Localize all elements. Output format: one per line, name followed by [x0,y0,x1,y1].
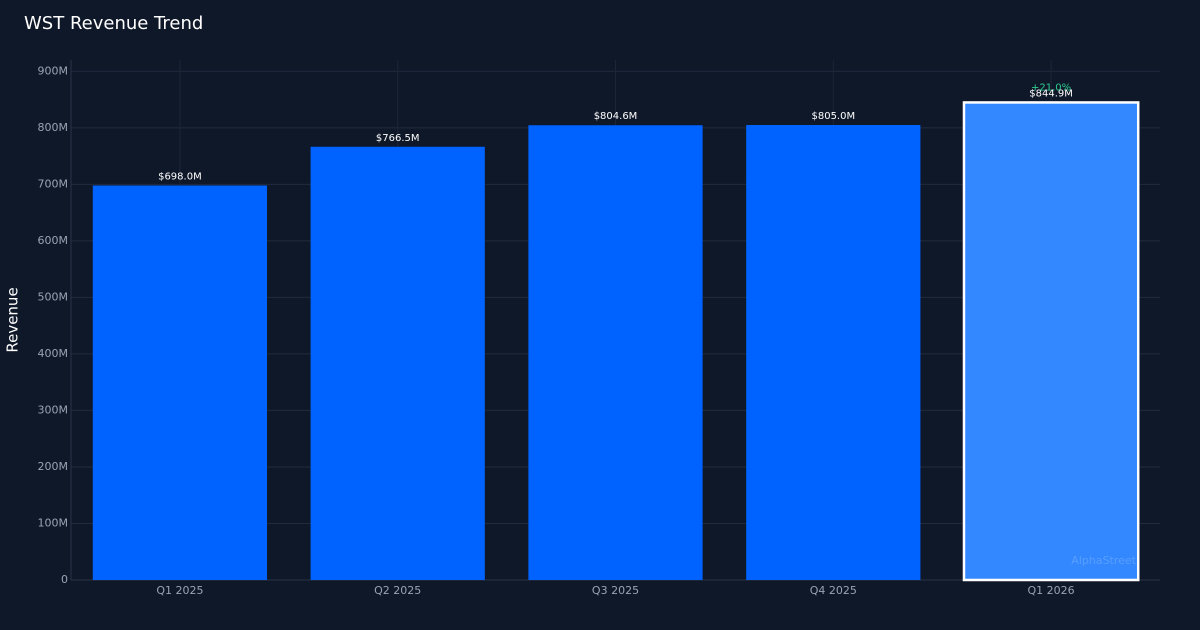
value-label: $804.6M [594,111,638,122]
y-tick-label: 900M [38,64,69,77]
y-tick-label: 400M [38,347,69,360]
watermark: AlphaStreet [1071,554,1136,567]
value-label: $698.0M [158,171,202,182]
bar [528,125,703,581]
bar [310,146,485,580]
y-tick-label: 700M [38,177,69,190]
y-tick-label: 300M [38,403,69,416]
x-tick-label: Q1 2026 [1028,584,1075,597]
bar [746,125,921,580]
y-tick-label: 0 [61,573,68,586]
y-axis-label: Revenue [4,287,22,352]
y-tick-label: 200M [38,460,69,473]
value-label: $844.9M [1029,88,1073,99]
x-tick-label: Q1 2025 [156,584,203,597]
x-tick-label: Q4 2025 [810,584,857,597]
bar [92,185,268,580]
y-tick-label: 500M [38,290,69,303]
value-label: $805.0M [811,111,855,122]
bar [962,101,1140,582]
x-tick-label: Q3 2025 [592,584,639,597]
y-tick-label: 600M [38,234,69,247]
y-tick-label: 100M [38,516,69,529]
chart-title: WST Revenue Trend [24,13,203,34]
value-label: $766.5M [376,133,420,144]
x-tick-label: Q2 2025 [374,584,421,597]
change-annotation: +21.0% [1031,82,1071,93]
y-tick-label: 800M [38,121,69,134]
